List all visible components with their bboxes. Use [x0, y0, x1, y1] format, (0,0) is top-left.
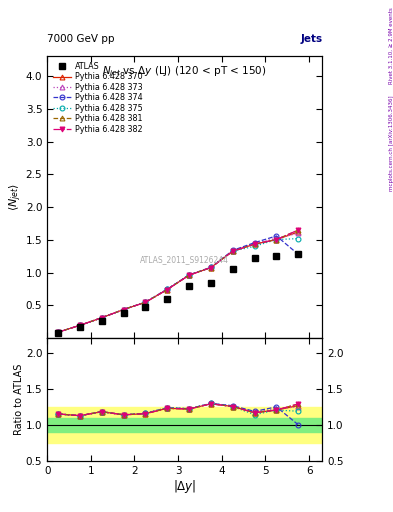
Text: $N_{jet}$ vs $\Delta y$ (LJ) (120 < pT < 150): $N_{jet}$ vs $\Delta y$ (LJ) (120 < pT <…	[103, 65, 267, 79]
Text: 7000 GeV pp: 7000 GeV pp	[47, 33, 115, 44]
Y-axis label: Ratio to ATLAS: Ratio to ATLAS	[14, 364, 24, 435]
Text: ATLAS_2011_S9126244: ATLAS_2011_S9126244	[140, 255, 229, 264]
Legend: ATLAS, Pythia 6.428 370, Pythia 6.428 373, Pythia 6.428 374, Pythia 6.428 375, P: ATLAS, Pythia 6.428 370, Pythia 6.428 37…	[51, 60, 144, 135]
Text: Jets: Jets	[300, 33, 322, 44]
Y-axis label: $\langle N_{jet}\rangle$: $\langle N_{jet}\rangle$	[8, 183, 24, 211]
Text: mcplots.cern.ch [arXiv:1306.3436]: mcplots.cern.ch [arXiv:1306.3436]	[389, 96, 393, 191]
Bar	[47, 407, 322, 443]
X-axis label: |$\Delta y$|: |$\Delta y$|	[173, 478, 196, 496]
Text: Rivet 3.1.10, ≥ 2.9M events: Rivet 3.1.10, ≥ 2.9M events	[389, 8, 393, 84]
Bar	[47, 418, 322, 432]
